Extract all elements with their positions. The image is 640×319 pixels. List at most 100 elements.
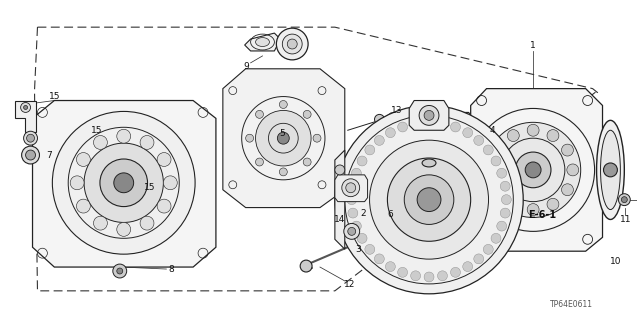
Circle shape [431, 141, 439, 149]
Circle shape [26, 150, 35, 160]
Polygon shape [470, 89, 602, 251]
Circle shape [547, 130, 559, 142]
Circle shape [463, 128, 473, 137]
Circle shape [348, 208, 358, 218]
Circle shape [351, 221, 362, 231]
Text: 15: 15 [92, 126, 102, 135]
Text: 14: 14 [334, 215, 346, 224]
Circle shape [618, 194, 630, 205]
Circle shape [279, 100, 287, 108]
Circle shape [287, 39, 297, 49]
Circle shape [387, 158, 470, 241]
Circle shape [303, 158, 311, 166]
Circle shape [276, 28, 308, 60]
Circle shape [300, 260, 312, 272]
Text: 10: 10 [610, 256, 621, 266]
Circle shape [451, 122, 460, 132]
Polygon shape [427, 112, 474, 229]
Ellipse shape [596, 120, 625, 219]
Circle shape [113, 264, 127, 278]
Circle shape [76, 199, 90, 213]
Circle shape [347, 195, 356, 204]
Circle shape [369, 140, 488, 259]
Polygon shape [244, 33, 280, 51]
Text: 5: 5 [280, 129, 285, 138]
Text: 9: 9 [244, 62, 250, 71]
Circle shape [246, 134, 253, 142]
Circle shape [116, 268, 123, 274]
Circle shape [157, 199, 171, 213]
Circle shape [461, 141, 468, 149]
Circle shape [374, 115, 385, 124]
Circle shape [140, 216, 154, 230]
Circle shape [440, 161, 460, 181]
Text: 13: 13 [390, 106, 402, 115]
Text: 4: 4 [490, 126, 495, 135]
Circle shape [567, 164, 579, 176]
Circle shape [387, 143, 443, 199]
Circle shape [397, 153, 433, 189]
Circle shape [303, 110, 311, 118]
Circle shape [277, 132, 289, 144]
Circle shape [374, 254, 384, 264]
Circle shape [497, 168, 507, 178]
Circle shape [508, 130, 519, 142]
Text: 12: 12 [344, 280, 355, 289]
Circle shape [463, 262, 473, 271]
Circle shape [428, 149, 472, 193]
Circle shape [486, 122, 580, 218]
Circle shape [76, 152, 90, 167]
Circle shape [20, 102, 31, 112]
Circle shape [255, 110, 264, 118]
Polygon shape [335, 175, 367, 202]
Circle shape [621, 197, 627, 203]
Circle shape [282, 34, 302, 54]
Text: TP64E0611: TP64E0611 [550, 300, 593, 309]
Circle shape [348, 227, 356, 235]
Ellipse shape [600, 130, 620, 210]
Circle shape [527, 204, 539, 216]
Ellipse shape [255, 38, 269, 47]
Text: 1: 1 [531, 41, 536, 49]
Circle shape [438, 271, 447, 281]
Circle shape [476, 167, 484, 175]
Circle shape [100, 159, 147, 207]
Circle shape [84, 143, 163, 222]
Circle shape [474, 254, 484, 264]
Text: 11: 11 [620, 215, 631, 224]
Circle shape [461, 193, 468, 201]
Circle shape [417, 188, 441, 211]
Circle shape [561, 184, 573, 196]
Circle shape [70, 176, 84, 190]
Circle shape [483, 145, 493, 155]
Circle shape [342, 179, 360, 197]
Circle shape [344, 223, 360, 239]
Circle shape [561, 144, 573, 156]
Circle shape [451, 267, 460, 277]
Circle shape [525, 162, 541, 178]
Circle shape [27, 134, 35, 142]
Circle shape [500, 208, 510, 218]
Circle shape [157, 152, 171, 167]
Polygon shape [33, 100, 216, 267]
Circle shape [255, 158, 264, 166]
Circle shape [419, 106, 439, 125]
Circle shape [527, 124, 539, 136]
Text: 6: 6 [387, 210, 393, 219]
Circle shape [515, 152, 551, 188]
Circle shape [24, 131, 38, 145]
Circle shape [93, 136, 108, 149]
Text: 3: 3 [355, 245, 360, 254]
Circle shape [424, 110, 434, 120]
Circle shape [116, 129, 131, 143]
Text: 2: 2 [361, 209, 367, 218]
Circle shape [255, 110, 311, 166]
Circle shape [407, 163, 423, 179]
Circle shape [357, 234, 367, 243]
Circle shape [497, 221, 507, 231]
Circle shape [438, 119, 447, 129]
Circle shape [491, 156, 501, 166]
Circle shape [335, 165, 345, 175]
Circle shape [483, 244, 493, 254]
Circle shape [493, 184, 505, 196]
